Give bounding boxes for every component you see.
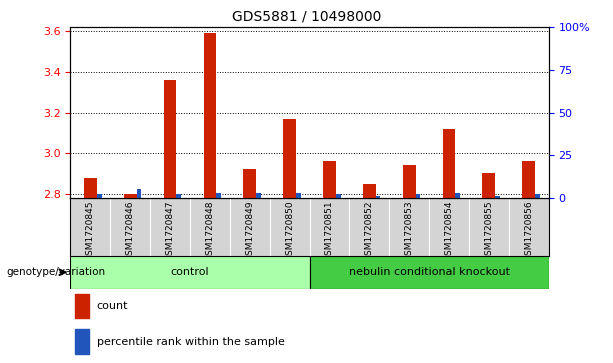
Text: GSM1720846: GSM1720846 [126,201,135,261]
Bar [97,195,102,198]
Bar [416,195,421,198]
Text: GSM1720851: GSM1720851 [325,201,334,261]
Bar [535,195,540,198]
Bar [522,161,535,198]
Bar [403,165,416,198]
FancyBboxPatch shape [310,256,549,289]
Text: GSM1720853: GSM1720853 [405,201,414,261]
Bar [376,196,381,198]
Bar [283,119,296,198]
FancyBboxPatch shape [70,256,310,289]
Bar [75,294,89,318]
Text: GSM1720854: GSM1720854 [444,201,454,261]
Text: GSM1720852: GSM1720852 [365,201,374,261]
Bar [443,129,455,198]
Bar [323,161,336,198]
Text: GSM1720856: GSM1720856 [524,201,533,261]
Text: GSM1720855: GSM1720855 [484,201,493,261]
Text: GSM1720850: GSM1720850 [285,201,294,261]
Bar [75,329,89,354]
Bar [204,33,216,198]
Bar [164,80,177,198]
Bar [296,193,301,198]
Text: GSM1720847: GSM1720847 [166,201,175,261]
Bar [124,194,137,198]
Text: control: control [170,267,210,277]
Bar [216,193,221,198]
Text: GSM1720849: GSM1720849 [245,201,254,261]
Bar [256,193,261,198]
Text: genotype/variation: genotype/variation [6,267,105,277]
Bar [177,195,181,198]
Bar [495,196,500,198]
Text: GSM1720845: GSM1720845 [86,201,95,261]
Text: count: count [97,301,128,311]
Text: nebulin conditional knockout: nebulin conditional knockout [349,267,509,277]
Text: GSM1720848: GSM1720848 [205,201,215,261]
Bar [84,178,97,198]
Bar [363,184,376,198]
Bar [455,193,460,198]
Bar [482,174,495,198]
Bar [243,170,256,198]
Text: GDS5881 / 10498000: GDS5881 / 10498000 [232,9,381,23]
Bar [336,195,341,198]
Bar [137,189,142,198]
Text: percentile rank within the sample: percentile rank within the sample [97,337,284,347]
